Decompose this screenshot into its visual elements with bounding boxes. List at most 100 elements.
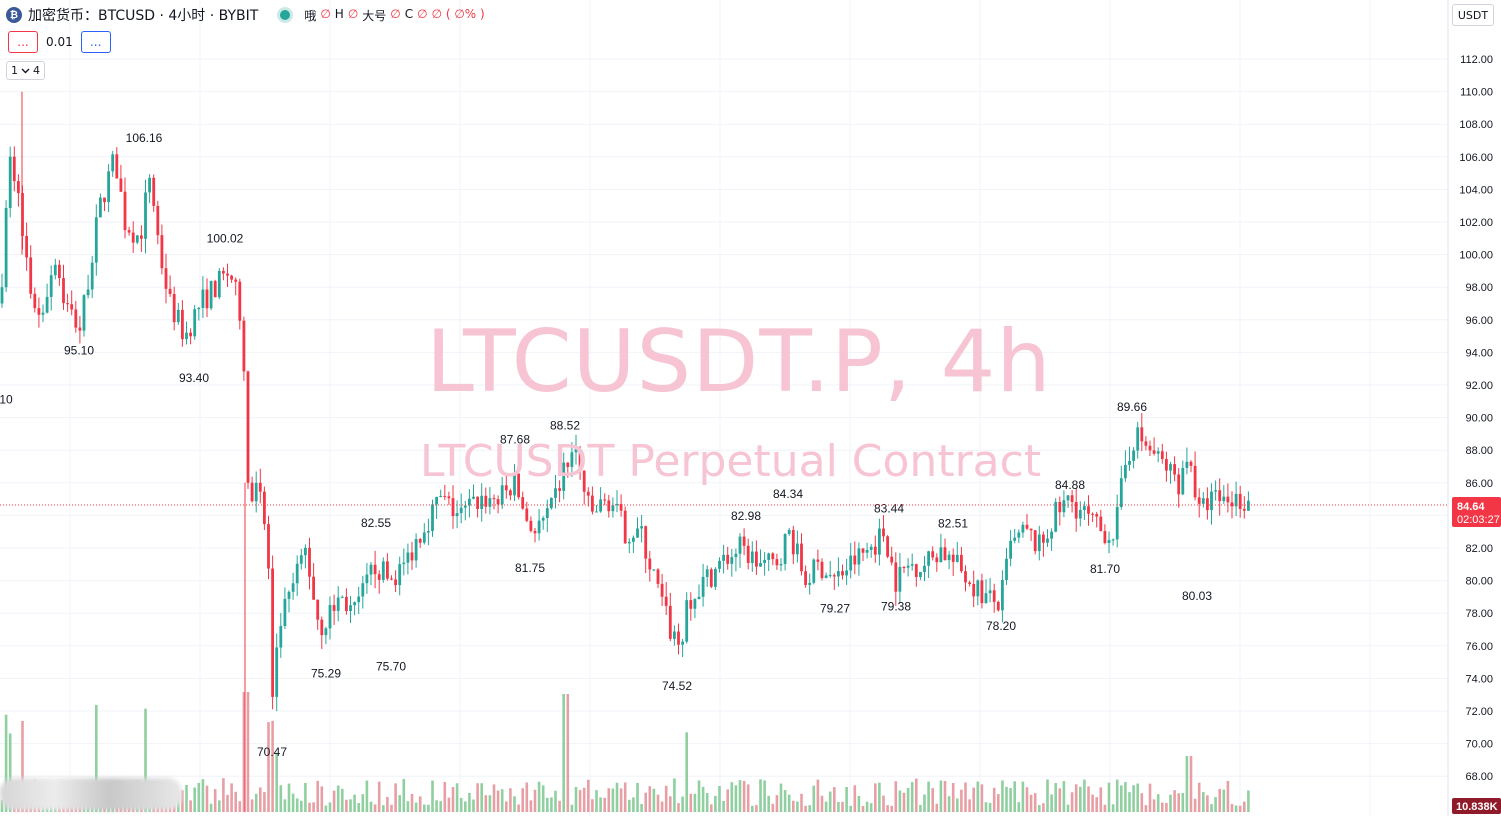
volume-bar	[841, 801, 844, 812]
axis-tick-label: 106.00	[1459, 152, 1493, 164]
volume-bar	[1058, 788, 1062, 812]
volume-bar	[1189, 756, 1193, 812]
volume-bar	[201, 779, 205, 812]
currency-selector[interactable]: USDT	[1452, 4, 1494, 26]
candle-body	[340, 596, 344, 598]
price-label: 80.03	[1182, 589, 1212, 603]
volume-bar	[1111, 804, 1115, 812]
volume-bar	[779, 783, 783, 812]
candle-body	[730, 557, 734, 564]
volume-bar	[21, 720, 24, 812]
volume-bar	[1070, 792, 1074, 812]
volume-bar	[833, 787, 836, 812]
volume-bar	[1247, 790, 1250, 812]
volume-bar	[648, 786, 652, 812]
candle-body	[1066, 495, 1070, 501]
volume-bar	[209, 803, 213, 812]
candle-body	[468, 498, 471, 506]
candle-body	[361, 583, 365, 597]
price-label: 93.40	[179, 371, 209, 385]
candle-body	[1013, 537, 1017, 541]
candle-body	[172, 294, 176, 323]
candle-body	[595, 511, 598, 513]
volume-bar	[787, 794, 791, 812]
candle-body	[45, 296, 49, 313]
price-label: 84.34	[773, 487, 803, 501]
candle-body	[972, 583, 976, 597]
volume-bar	[447, 797, 451, 812]
candle-body	[1046, 538, 1049, 543]
volume-bar	[509, 788, 512, 812]
candle-body	[878, 528, 881, 555]
volume-bar	[673, 778, 676, 812]
volume-bar	[980, 784, 984, 812]
symbol-title[interactable]: 加密货币：BTCUSD · 4小时 · BYBIT	[28, 8, 259, 24]
volume-bar	[685, 732, 688, 812]
axis-tick-label: 90.00	[1465, 413, 1493, 425]
volume-bar	[956, 798, 959, 812]
volume-bar	[349, 799, 352, 812]
indicator-collapse-toggle[interactable]: 1 4	[6, 61, 45, 80]
buy-button[interactable]: ...	[80, 31, 111, 53]
bar-countdown: 02:03:27	[1457, 514, 1500, 526]
candle-body	[328, 605, 332, 629]
candle-body	[316, 599, 320, 620]
candle-body	[923, 565, 926, 573]
price-label: 95.10	[64, 343, 94, 357]
price-label: 82.98	[731, 509, 761, 523]
candle-body	[398, 564, 402, 586]
candle-body	[82, 295, 86, 331]
volume-bar	[427, 804, 430, 812]
volume-bar	[275, 752, 278, 812]
candle-body	[17, 181, 20, 194]
axis-tick-label: 94.00	[1465, 347, 1493, 359]
volume-bar	[853, 785, 857, 812]
volume-bar	[500, 789, 504, 812]
volume-bar	[263, 792, 266, 812]
candle-body	[726, 554, 730, 564]
volume-bar	[1107, 782, 1111, 812]
volume-bar	[394, 783, 397, 812]
candle-body	[591, 495, 594, 512]
volume-bar	[1234, 805, 1238, 812]
volume-bar	[464, 801, 467, 812]
candle-body	[1169, 464, 1172, 471]
candle-body	[755, 551, 758, 567]
candle-body	[25, 235, 28, 258]
candle-body	[1185, 461, 1189, 468]
volume-bar	[398, 795, 401, 812]
candle-body	[685, 600, 689, 642]
volume-bar	[0, 800, 4, 812]
axis-tick-label: 96.00	[1465, 315, 1493, 327]
candle-body	[1181, 467, 1185, 495]
candle-body	[472, 496, 475, 499]
candle-body	[422, 532, 426, 543]
candle-body	[1193, 465, 1197, 498]
candle-body	[1218, 490, 1222, 502]
candle-body	[1230, 502, 1234, 507]
candle-body	[902, 566, 906, 568]
volume-bar	[533, 789, 537, 812]
volume-bar	[1062, 781, 1066, 812]
price-label: 75.29	[311, 666, 341, 680]
volume-bar	[1169, 794, 1172, 812]
volume-bar	[910, 782, 914, 812]
candle-body	[865, 549, 869, 553]
volume-bar	[587, 779, 590, 812]
candle-body	[1062, 500, 1066, 513]
volume-bar	[636, 782, 639, 812]
sell-button[interactable]: ...	[8, 31, 38, 53]
volume-bar	[812, 785, 816, 812]
volume-bar	[1230, 804, 1234, 812]
candle-body	[791, 529, 795, 555]
volume-bar	[927, 781, 930, 812]
candle-body	[1234, 493, 1238, 507]
candle-body	[140, 235, 143, 239]
volume-bar	[336, 785, 340, 812]
volume-bar	[1152, 799, 1156, 812]
volume-bar	[1017, 802, 1021, 812]
candle-body	[812, 559, 816, 583]
volume-bar	[1087, 786, 1090, 812]
market-status-icon	[280, 10, 291, 20]
